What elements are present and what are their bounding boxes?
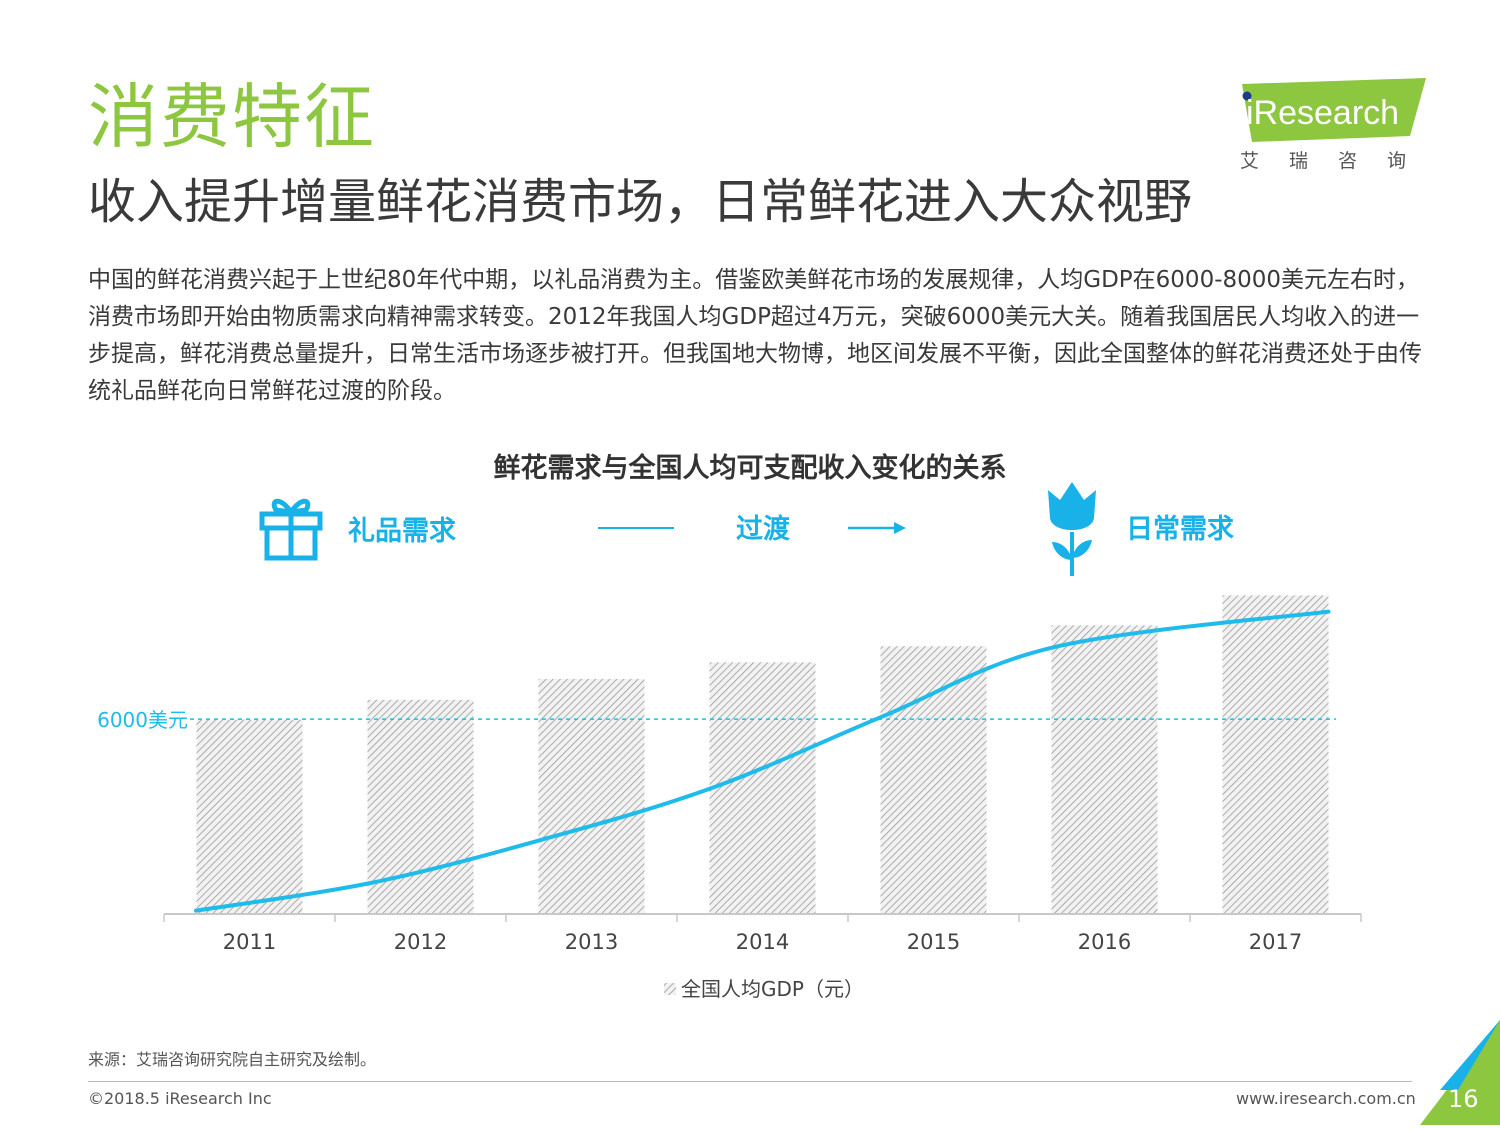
bar-2016: [1051, 625, 1158, 914]
x-tick-label-2017: 2017: [1249, 930, 1302, 954]
x-tick-label-2015: 2015: [907, 930, 960, 954]
legend-label: 全国人均GDP（元）: [681, 977, 864, 1001]
bar-2015: [880, 646, 987, 914]
source-note: 来源：艾瑞咨询研究院自主研究及绘制。: [88, 1050, 377, 1069]
tulip-icon: [1042, 480, 1102, 582]
website-link[interactable]: www.iresearch.com.cn: [1236, 1089, 1416, 1108]
logo-brand-text: iResearch: [1246, 94, 1399, 132]
page-title: 消费特征: [88, 76, 376, 158]
income-trend-line: [194, 609, 1331, 913]
page-subtitle: 收入提升增量鲜花消费市场，日常鲜花进入大众视野: [88, 174, 1193, 230]
bar-2011: [196, 719, 303, 914]
x-tick-label-2014: 2014: [736, 930, 789, 954]
iresearch-logo: iResearch: [1230, 78, 1430, 178]
bar-2017: [1222, 595, 1329, 914]
footer-divider: [88, 1081, 1412, 1082]
reference-line-label: 6000美元: [97, 708, 188, 732]
x-tick-label-2011: 2011: [223, 930, 276, 954]
logo-chinese-text: 艾瑞咨询: [1240, 150, 1437, 172]
x-tick-label-2016: 2016: [1078, 930, 1131, 954]
gdp-chart: 6000美元 2011 2012 2013 2014 2015 2016 2017 全国人均…: [97, 595, 1362, 1001]
gift-icon: [258, 492, 324, 566]
transition-label: 过渡: [736, 514, 790, 545]
gift-demand-label: 礼品需求: [348, 516, 456, 547]
chart-title: 鲜花需求与全国人均可支配收入变化的关系: [493, 453, 1007, 484]
bar-2014: [709, 662, 816, 914]
x-tick-label-2012: 2012: [394, 930, 447, 954]
x-tick-label-2013: 2013: [565, 930, 618, 954]
daily-demand-label: 日常需求: [1126, 514, 1234, 545]
body-paragraph: 中国的鲜花消费兴起于上世纪80年代中期，以礼品消费为主。借鉴欧美鲜花市场的发展规…: [88, 267, 1422, 404]
bar-2013: [538, 678, 645, 914]
legend-swatch: [664, 983, 676, 995]
copyright-text: ©2018.5 iResearch Inc: [88, 1089, 272, 1108]
page-number: 16: [1448, 1085, 1479, 1113]
right-arrow-icon: [848, 520, 908, 540]
flow-line-left: [598, 527, 674, 529]
corner-decoration: [1400, 1020, 1500, 1129]
